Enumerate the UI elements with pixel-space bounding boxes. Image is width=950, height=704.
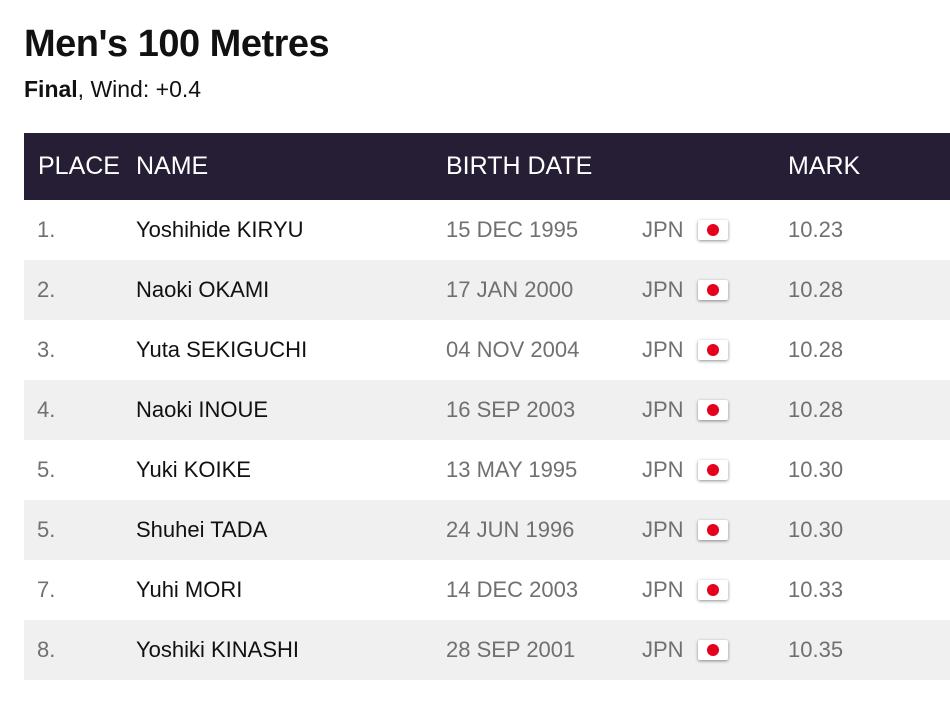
country-code: JPN	[642, 337, 684, 362]
country-code: JPN	[642, 277, 684, 302]
athlete-name-cell[interactable]: Yuhi MORI	[136, 577, 243, 602]
table-row: 7. Yuhi MORI 14 DEC 2003 JPN 10.33	[24, 560, 950, 620]
japan-flag-icon	[697, 580, 728, 600]
japan-flag-icon	[697, 340, 728, 360]
place-cell: 2.	[37, 277, 56, 302]
event-subtitle: Final, Wind: +0.4	[24, 74, 201, 104]
table-row: 5. Shuhei TADA 24 JUN 1996 JPN 10.30	[24, 500, 950, 560]
country-cell: JPN	[642, 500, 788, 560]
athlete-name-cell[interactable]: Shuhei TADA	[136, 517, 268, 542]
table-row: 8. Yoshiki KINASHI 28 SEP 2001 JPN 10.35	[24, 620, 950, 680]
birth-date-cell: 14 DEC 2003	[446, 577, 579, 602]
place-cell: 5.	[37, 517, 56, 542]
table-row: 4. Naoki INOUE 16 SEP 2003 JPN 10.28	[24, 380, 950, 440]
header-birth-date: BIRTH DATE	[446, 152, 593, 180]
birth-date-cell: 24 JUN 1996	[446, 517, 575, 542]
athlete-name-cell[interactable]: Yoshiki KINASHI	[136, 637, 300, 662]
athlete-name-cell[interactable]: Naoki INOUE	[136, 397, 269, 422]
birth-date-cell: 04 NOV 2004	[446, 337, 580, 362]
mark-cell: 10.33	[788, 577, 844, 602]
mark-cell: 10.28	[788, 337, 844, 362]
header-name: NAME	[136, 152, 209, 180]
birth-date-cell: 13 MAY 1995	[446, 457, 578, 482]
place-cell: 8.	[37, 637, 56, 662]
header-country	[642, 133, 788, 200]
mark-cell: 10.28	[788, 397, 844, 422]
country-cell: JPN	[642, 200, 788, 260]
birth-date-cell: 17 JAN 2000	[446, 277, 574, 302]
mark-cell: 10.23	[788, 217, 844, 242]
country-cell: JPN	[642, 320, 788, 380]
table-row: 2. Naoki OKAMI 17 JAN 2000 JPN 10.28	[24, 260, 950, 320]
country-code: JPN	[642, 217, 684, 242]
results-table: PLACE NAME BIRTH DATE MARK 1. Yoshihide K…	[24, 133, 950, 680]
header-mark: MARK	[788, 152, 861, 180]
japan-flag-icon	[697, 520, 728, 540]
table-row: 1. Yoshihide KIRYU 15 DEC 1995 JPN 10.23	[24, 200, 950, 260]
event-phase: Final	[24, 76, 78, 102]
japan-flag-icon	[697, 400, 728, 420]
country-cell: JPN	[642, 440, 788, 500]
results-body: 1. Yoshihide KIRYU 15 DEC 1995 JPN 10.23 2. Na…	[24, 200, 950, 680]
table-header-row: PLACE NAME BIRTH DATE MARK	[24, 133, 950, 200]
japan-flag-icon	[697, 460, 728, 480]
table-row: 3. Yuta SEKIGUCHI 04 NOV 2004 JPN 10.28	[24, 320, 950, 380]
place-cell: 7.	[37, 577, 56, 602]
place-cell: 1.	[37, 217, 56, 242]
country-cell: JPN	[642, 260, 788, 320]
japan-flag-icon	[697, 640, 728, 660]
country-cell: JPN	[642, 560, 788, 620]
birth-date-cell: 28 SEP 2001	[446, 637, 576, 662]
mark-cell: 10.28	[788, 277, 844, 302]
japan-flag-icon	[697, 220, 728, 240]
athlete-name-cell[interactable]: Yuta SEKIGUCHI	[136, 337, 308, 362]
country-code: JPN	[642, 397, 684, 422]
place-cell: 5.	[37, 457, 56, 482]
athlete-name-cell[interactable]: Yoshihide KIRYU	[136, 217, 304, 242]
wind-reading: , Wind: +0.4	[77, 76, 202, 102]
country-code: JPN	[642, 517, 684, 542]
mark-cell: 10.30	[788, 457, 844, 482]
table-row: 5. Yuki KOIKE 13 MAY 1995 JPN 10.30	[24, 440, 950, 500]
event-title: Men's 100 Metres	[24, 23, 330, 65]
athlete-name-cell[interactable]: Naoki OKAMI	[136, 277, 270, 302]
athlete-name-cell[interactable]: Yuki KOIKE	[136, 457, 251, 482]
place-cell: 4.	[37, 397, 56, 422]
mark-cell: 10.35	[788, 637, 844, 662]
country-cell: JPN	[642, 620, 788, 680]
country-cell: JPN	[642, 380, 788, 440]
country-code: JPN	[642, 637, 684, 662]
header-place: PLACE	[38, 152, 120, 180]
japan-flag-icon	[697, 280, 728, 300]
country-code: JPN	[642, 577, 684, 602]
place-cell: 3.	[37, 337, 56, 362]
country-code: JPN	[642, 457, 684, 482]
birth-date-cell: 15 DEC 1995	[446, 217, 579, 242]
mark-cell: 10.30	[788, 517, 844, 542]
birth-date-cell: 16 SEP 2003	[446, 397, 576, 422]
